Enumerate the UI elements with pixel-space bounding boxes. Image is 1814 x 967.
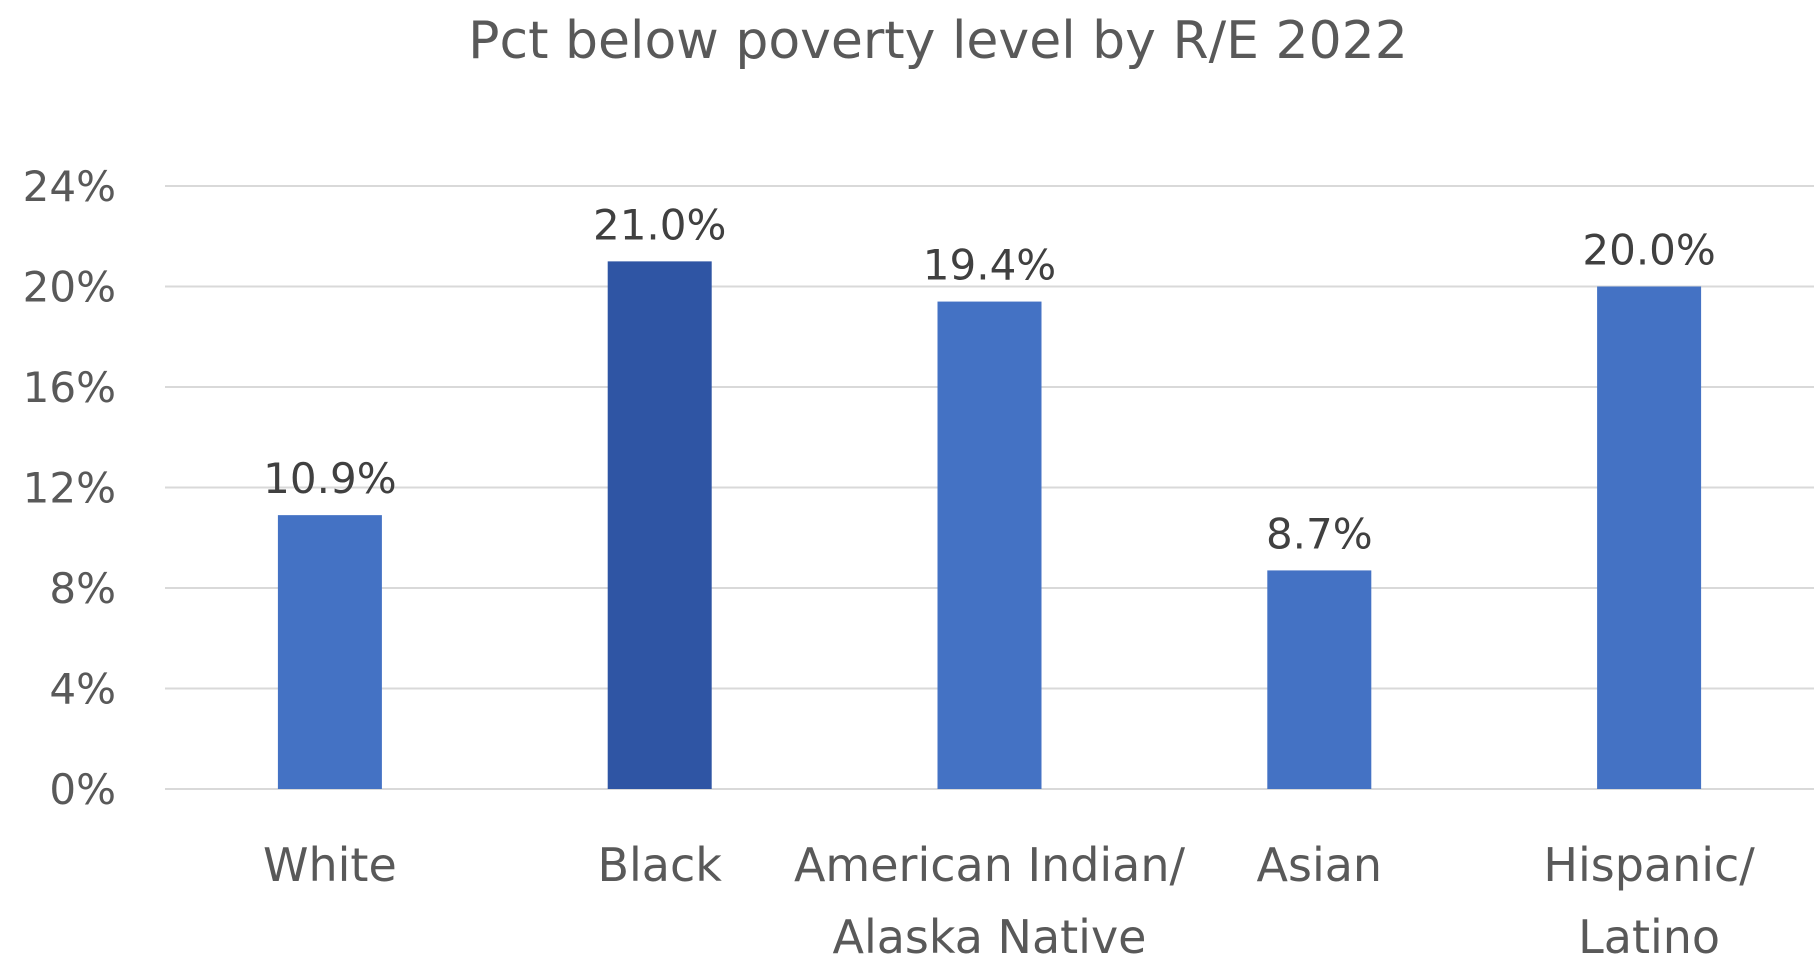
bar: [607, 261, 712, 789]
category-label: Black: [597, 838, 722, 892]
bar: [1267, 570, 1372, 789]
y-tick-label: 16%: [23, 363, 116, 412]
y-axis-ticks: 0% 4% 8% 12% 16% 20% 24%: [23, 162, 116, 814]
y-tick-label: 4%: [49, 665, 116, 714]
data-labels: 10.9% 21.0% 19.4% 8.7% 20.0%: [263, 200, 1716, 558]
bar: [277, 515, 382, 789]
data-label: 20.0%: [1582, 226, 1715, 275]
chart-title: Pct below poverty level by R/E 2022: [468, 11, 1408, 71]
category-label: Hispanic/Latino: [1543, 838, 1755, 963]
data-label: 8.7%: [1266, 509, 1373, 558]
data-label: 10.9%: [263, 454, 396, 503]
y-tick-label: 20%: [23, 263, 116, 312]
y-tick-label: 12%: [23, 464, 116, 513]
bar: [1597, 286, 1702, 789]
bars: [277, 261, 1702, 789]
category-label: Asian: [1257, 838, 1383, 892]
y-tick-label: 8%: [49, 564, 116, 613]
category-labels: White Black American Indian/Alaska Native A…: [263, 838, 1755, 964]
category-label: American Indian/Alaska Native: [794, 838, 1186, 963]
data-label: 21.0%: [593, 200, 726, 249]
y-tick-label: 24%: [23, 162, 116, 211]
category-label: White: [263, 838, 397, 892]
data-label: 19.4%: [923, 241, 1056, 290]
y-tick-label: 0%: [49, 765, 116, 814]
bar: [937, 301, 1042, 789]
